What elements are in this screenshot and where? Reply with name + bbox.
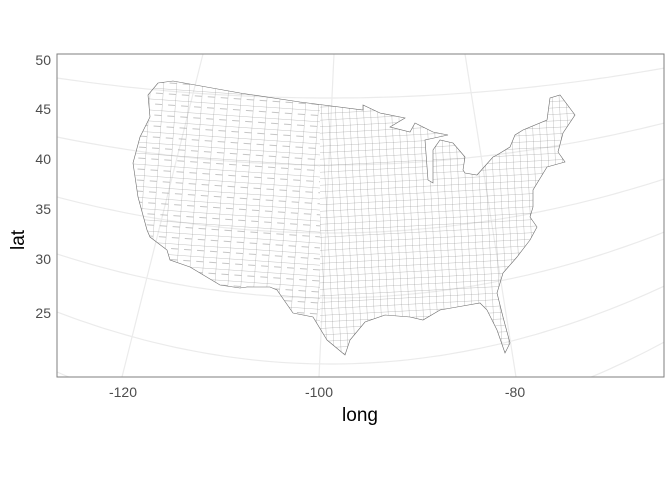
- x-tick-label: -100: [305, 384, 333, 400]
- x-tick-label: -120: [109, 384, 137, 400]
- parallel-line: [57, 285, 664, 365]
- y-tick-label: 50: [35, 52, 51, 68]
- y-tick-label: 30: [35, 251, 51, 267]
- counties-east: [320, 81, 575, 355]
- y-axis: 50 45 40 35 30 25 lat: [8, 52, 51, 321]
- y-axis-title: lat: [8, 229, 29, 250]
- x-tick-label: -80: [505, 384, 525, 400]
- x-axis: -120 -100 -80 long: [109, 384, 525, 426]
- parallel-line: [57, 67, 664, 99]
- y-tick-label: 35: [35, 201, 51, 217]
- us-outline: [132, 80, 576, 356]
- panel-border: [56, 53, 665, 378]
- us-counties: [132, 80, 576, 356]
- y-tick-label: 40: [35, 151, 51, 167]
- y-tick-label: 45: [35, 101, 51, 117]
- x-axis-title: long: [342, 405, 378, 426]
- y-tick-label: 25: [35, 305, 51, 321]
